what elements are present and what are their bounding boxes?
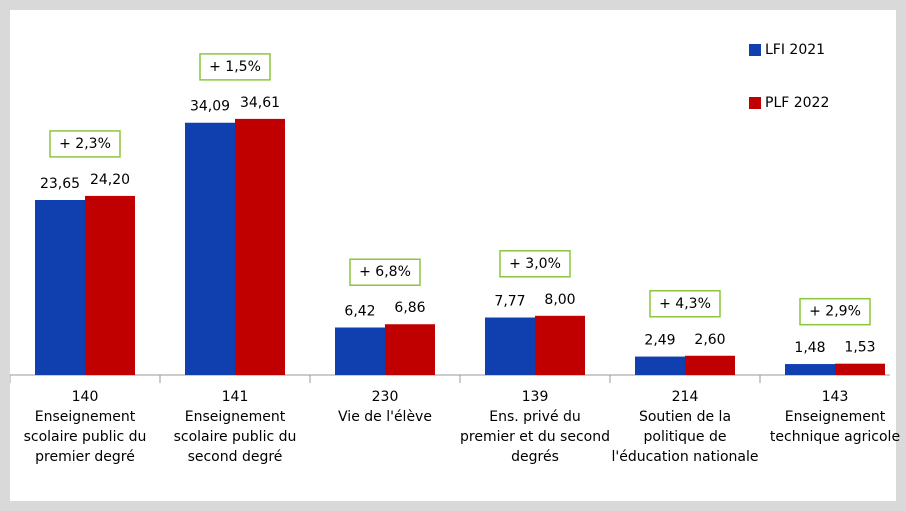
bar — [385, 324, 435, 375]
category-label: 141 Enseignement scolaire public du secon… — [160, 387, 310, 467]
bar — [685, 355, 735, 375]
chart: 23,65 24,20 + 2,3% 34,09 34,61 + 1,5% 6,42 6,86… — [10, 42, 890, 383]
value-label: 34,61 — [240, 95, 280, 111]
bar — [85, 195, 135, 375]
value-label: 2,60 — [694, 332, 725, 348]
category-label: 230 Vie de l'élève — [310, 387, 460, 427]
annotation: + 4,3% — [659, 296, 711, 312]
category-name: Enseignement scolaire public du second d… — [173, 409, 297, 465]
category-code: 214 — [671, 389, 699, 405]
category-code: 140 — [71, 389, 99, 405]
legend-swatch — [749, 44, 761, 56]
bar — [335, 327, 385, 375]
annotation-box — [349, 258, 421, 286]
bar — [785, 364, 835, 375]
annotation: + 2,3% — [59, 136, 111, 152]
bar — [35, 199, 85, 375]
value-label: 7,77 — [494, 294, 525, 310]
bar — [835, 363, 885, 375]
annotation: + 1,5% — [209, 59, 261, 75]
value-label: 6,42 — [344, 303, 375, 319]
category-code: 139 — [521, 389, 549, 405]
legend-label: LFI 2021 — [765, 42, 825, 58]
category-name: Enseignement technique agricole — [769, 409, 901, 445]
value-label: 34,09 — [190, 99, 230, 115]
annotation-box — [649, 290, 721, 318]
value-label: 8,00 — [544, 292, 575, 308]
annotation-box — [49, 130, 121, 158]
bar — [185, 122, 235, 375]
annotation-box — [199, 53, 271, 81]
bar — [235, 118, 285, 376]
category-name: Ens. privé du premier et du second degré… — [460, 409, 610, 465]
category-name: Vie de l'élève — [338, 409, 432, 425]
value-label: 1,53 — [844, 340, 875, 356]
category-label: 140 Enseignement scolaire public du premi… — [10, 387, 160, 467]
category-label: 214 Soutien de la politique de l'éducatio… — [610, 387, 760, 467]
bar — [535, 315, 585, 375]
category-name: Soutien de la politique de l'éducation n… — [611, 409, 759, 465]
annotation: + 6,8% — [359, 264, 411, 280]
category-name: Enseignement scolaire public du premier … — [23, 409, 147, 465]
bar — [485, 317, 535, 375]
value-label: 24,20 — [90, 172, 130, 188]
annotation: + 2,9% — [809, 304, 861, 320]
legend-swatch — [749, 97, 761, 109]
category-label: 139 Ens. privé du premier et du second de… — [460, 387, 610, 467]
annotation-box — [499, 250, 571, 278]
annotation-box — [799, 297, 871, 326]
chart-area: 23,65 24,20 + 2,3% 34,09 34,61 + 1,5% 6,42 6,86… — [10, 10, 900, 501]
category-label: 143 Enseignement technique agricole — [760, 387, 906, 447]
annotation: + 3,0% — [509, 256, 561, 272]
legend-label: PLF 2022 — [765, 95, 829, 111]
category-code: 230 — [371, 389, 399, 405]
value-label: 23,65 — [40, 176, 80, 192]
category-code: 141 — [221, 389, 249, 405]
category-code: 143 — [821, 389, 849, 405]
value-label: 6,86 — [394, 300, 425, 316]
value-label: 2,49 — [644, 333, 675, 349]
value-label: 1,48 — [794, 340, 825, 356]
bar — [635, 356, 685, 375]
